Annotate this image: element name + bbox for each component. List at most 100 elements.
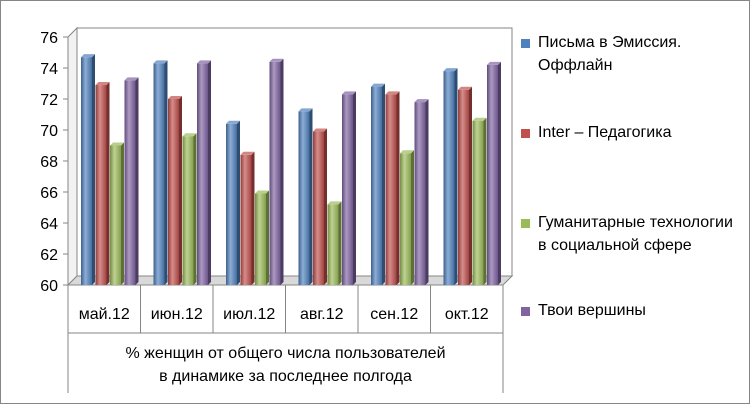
- bar-side: [454, 68, 458, 285]
- bar-top: [472, 117, 487, 121]
- bar-front: [414, 102, 426, 285]
- bar-front: [226, 123, 237, 285]
- bar: [400, 150, 414, 285]
- bar-top: [371, 83, 385, 87]
- bar: [385, 91, 400, 285]
- y-tick-label: 76: [40, 30, 58, 47]
- bar-side: [92, 54, 95, 286]
- legend-label: Inter – Педагогика: [538, 124, 672, 141]
- bar-side: [237, 120, 240, 285]
- bar-top: [487, 61, 501, 65]
- bar: [81, 54, 95, 286]
- bar-top: [298, 108, 313, 112]
- legend-item: Твои вершины: [521, 299, 738, 322]
- bar-side: [469, 86, 472, 285]
- bar-front: [95, 85, 107, 285]
- x-axis-title-line: % женщин от общего числа пользователей: [125, 345, 445, 362]
- bar-top: [182, 133, 197, 137]
- legend-item: Inter – Педагогика: [521, 121, 738, 144]
- bar-front: [182, 136, 194, 285]
- bar-front: [240, 154, 252, 285]
- bar-side: [498, 61, 501, 286]
- legend-swatch: [521, 219, 530, 228]
- bar-side: [121, 142, 124, 285]
- bar-front: [443, 71, 455, 285]
- bar-side: [425, 99, 429, 285]
- bar: [313, 128, 327, 285]
- legend-label: Письма в Эмиссия. Оффлайн: [538, 34, 682, 74]
- bar-front: [298, 111, 310, 286]
- bar: [255, 190, 269, 285]
- legend-swatch: [521, 307, 530, 316]
- bar-top: [240, 151, 255, 155]
- y-axis-ticks: 60 62 64 66 68 70 72 74 76: [40, 30, 68, 295]
- bar-top: [226, 120, 240, 124]
- bar-front: [269, 61, 281, 285]
- bar-top: [342, 91, 356, 95]
- bar-top: [400, 150, 414, 154]
- bar-side: [179, 96, 182, 285]
- category-label: сен.12: [370, 306, 418, 323]
- legend-swatch: [521, 129, 530, 138]
- x-axis-categories: май.12 июн.12 июл.12 авг.12 сен.12 окт.12: [67, 285, 504, 393]
- bar-side: [106, 82, 110, 285]
- y-tick-label: 72: [40, 92, 58, 109]
- bar-top: [458, 86, 472, 90]
- bar-front: [342, 94, 353, 285]
- bar-side: [309, 108, 313, 286]
- y-tick-label: 60: [40, 278, 58, 295]
- bar-front: [385, 94, 397, 285]
- bar: [182, 133, 197, 285]
- bar-top: [153, 60, 168, 64]
- bar: [240, 151, 255, 285]
- category-label: авг.12: [300, 306, 344, 323]
- bar-front: [458, 89, 469, 285]
- bar: [487, 61, 501, 286]
- bar-top: [255, 190, 269, 194]
- y-tick-label: 68: [40, 154, 58, 171]
- bar: [443, 68, 458, 285]
- bar-front: [400, 153, 411, 285]
- bar-top: [414, 99, 429, 103]
- bar-top: [269, 58, 284, 62]
- bar-front: [124, 80, 136, 286]
- bar-top: [81, 54, 95, 58]
- bar-front: [327, 204, 339, 285]
- bar-front: [472, 120, 484, 285]
- bar-top: [313, 128, 327, 132]
- bar: [95, 82, 110, 285]
- bar-front: [313, 131, 324, 285]
- y-tick-label: 70: [40, 123, 58, 140]
- bar-front: [168, 99, 179, 285]
- bar: [414, 99, 429, 285]
- bar-top: [110, 142, 124, 146]
- bar-side: [396, 91, 400, 285]
- y-tick-label: 74: [40, 61, 58, 78]
- legend: Письма в Эмиссия. Оффлайн Inter – Педаго…: [521, 21, 746, 331]
- legend-swatch: [521, 39, 530, 48]
- bar: [342, 91, 356, 285]
- bar: [110, 142, 124, 285]
- y-tick-label: 64: [40, 216, 58, 233]
- bar-side: [411, 150, 414, 285]
- bar-side: [483, 117, 487, 285]
- legend-label: Гуманитарные технологии в социальной сфе…: [538, 214, 733, 254]
- bar: [168, 96, 182, 285]
- bar-front: [371, 86, 382, 285]
- chart-bars: [81, 54, 501, 286]
- bar-side: [251, 151, 255, 285]
- bar-top: [168, 96, 182, 99]
- category-label: окт.12: [445, 306, 489, 323]
- bar-top: [124, 77, 139, 81]
- category-label: июн.12: [151, 306, 203, 323]
- bar: [124, 77, 139, 286]
- bar-chart: 60 62 64 66 68 70 72 74 76 май.12 июн.12 июл.12 авг…: [40, 26, 514, 393]
- bar-side: [164, 60, 168, 285]
- x-axis-title-line: в динамике за последнее полгода: [159, 368, 412, 385]
- bar-front: [197, 63, 208, 285]
- bar-top: [197, 60, 211, 64]
- category-label: май.12: [79, 306, 130, 323]
- bar: [458, 86, 472, 285]
- bar: [327, 201, 342, 285]
